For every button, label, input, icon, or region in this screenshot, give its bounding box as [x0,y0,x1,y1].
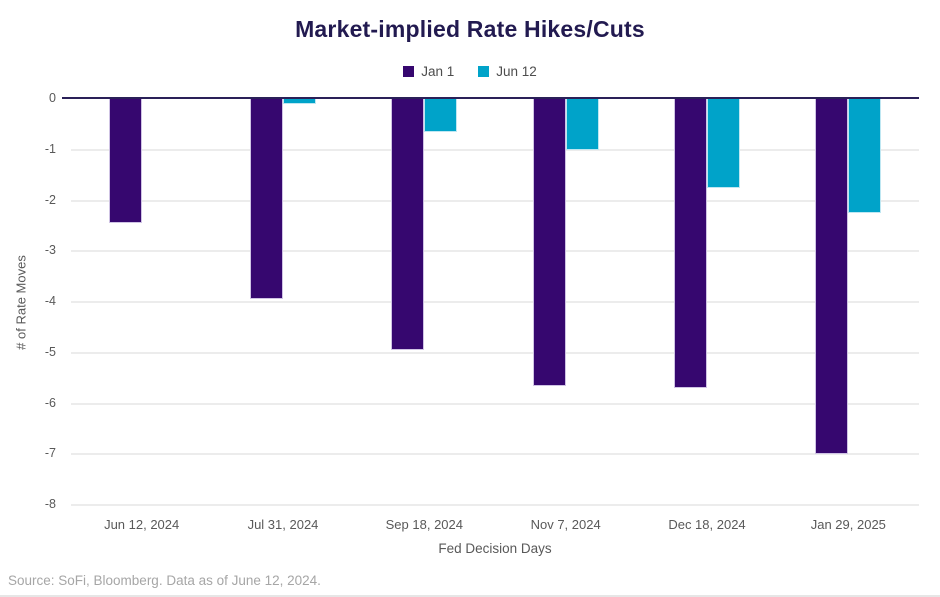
y-tick-label--6: -6 [44,395,56,410]
zero-axis-line [62,97,919,99]
gridline--1 [71,148,919,151]
legend-item-jan1: Jan 1 [403,64,454,79]
gridline--2 [71,199,919,202]
y-tick-label--4: -4 [44,294,56,308]
y-axis-title: # of Rate Moves [13,255,29,350]
gridline--3 [71,250,919,253]
y-tick-label--7: -7 [44,446,56,461]
x-tick-label-5: Dec 18, 2024 [668,517,746,532]
y-tick-label--5: -5 [44,344,56,359]
gridline--8 [71,504,919,506]
bar-jun12-4 [565,99,599,150]
x-axis-title: Fed Decision Days [438,541,552,556]
bar-jan1-2 [250,99,283,299]
bar-jan1-6 [815,99,849,454]
bar-jan1-3 [391,99,425,350]
jan1-swatch-icon [403,66,415,77]
x-tick-label-3: Sep 18, 2024 [385,517,463,532]
bar-jun12-2 [283,99,316,104]
gridline--5 [71,351,919,354]
x-tick-label-1: Jun 12, 2024 [104,517,180,532]
x-tick-label-4: Nov 7, 2024 [530,517,601,532]
gridline--6 [71,402,919,405]
y-tick-label--2: -2 [44,192,56,207]
bar-jun12-6 [848,99,882,213]
x-tick-label-6: Jan 29, 2025 [810,517,886,532]
legend-label-jun12: Jun 12 [496,64,537,79]
y-tick-label--3: -3 [44,243,56,258]
bar-jan1-1 [108,99,142,223]
x-tick-label-2: Jul 31, 2024 [247,517,319,532]
legend-label-jan1: Jan 1 [421,64,455,79]
legend-item-jun12: Jun 12 [478,64,537,79]
chart-title: Market-implied Rate Hikes/Cuts [295,16,645,42]
source-note: Source: SoFi, Bloomberg. Data as of June… [8,573,321,588]
y-tick-label-0: 0 [49,91,56,105]
bar-jan1-5 [674,99,707,388]
gridline--7 [71,453,919,456]
gridline--4 [71,301,919,303]
y-tick-label--8: -8 [44,497,56,511]
bar-jan1-4 [532,99,566,386]
y-tick-label--1: -1 [44,141,56,156]
bar-jun12-5 [707,99,740,188]
legend: Jan 1 Jun 12 [0,64,940,79]
bar-jun12-3 [424,99,458,132]
jun12-swatch-icon [478,66,490,77]
